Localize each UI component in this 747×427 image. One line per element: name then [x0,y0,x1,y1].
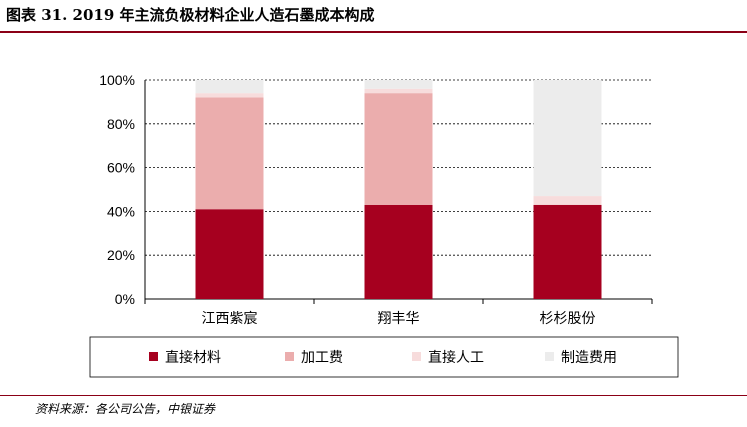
legend-label: 制造费用 [561,350,617,366]
legend-swatch [285,352,294,361]
title-rule [0,31,747,33]
y-tick-label: 40% [107,203,135,219]
y-tick-label: 60% [107,160,135,176]
x-category-label: 江西紫宸 [202,310,258,327]
footer-rule [0,395,747,396]
y-tick-label: 100% [99,72,135,88]
legend-swatch [412,352,421,361]
y-tick-label: 0% [115,291,135,307]
legend-swatch [149,352,158,361]
figure-title: 图表 31. 2019 年主流负极材料企业人造石墨成本构成 [6,6,375,24]
bar-segment [364,93,433,205]
bar-segment [533,80,602,197]
source-note: 资料来源：各公司公告，中银证券 [35,402,216,416]
legend-label: 直接人工 [428,349,484,366]
bar-segment [195,97,264,210]
bar-segment [364,204,433,299]
x-category-label: 杉杉股份 [540,311,596,327]
legend-box [89,336,679,378]
bar-segment [533,196,602,205]
legend-swatch [545,352,554,361]
legend-label: 直接材料 [165,349,221,366]
bar-segment [364,80,433,89]
bar-segment [195,209,264,299]
bar-segment [195,80,264,94]
legend-label: 加工费 [301,350,343,366]
y-tick-label: 80% [107,116,135,132]
bar-segment [364,88,433,94]
y-tick-label: 20% [107,247,135,263]
x-category-label: 翔丰华 [378,311,420,327]
bar-segment [533,204,602,299]
bar-segment [195,93,264,98]
